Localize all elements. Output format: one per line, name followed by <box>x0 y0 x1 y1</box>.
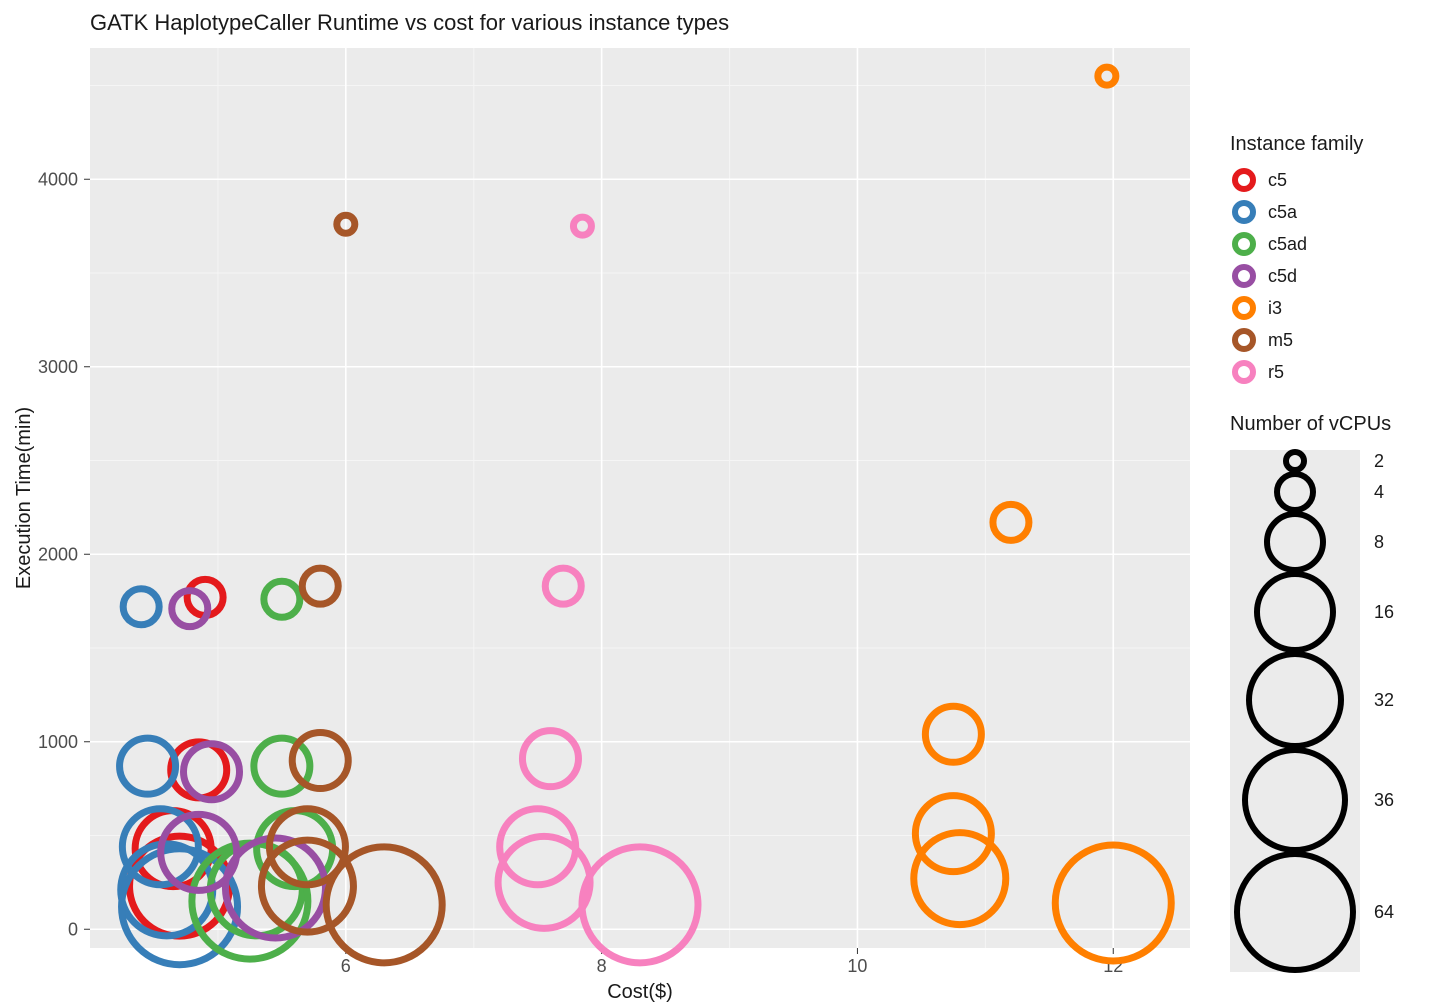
legend-family-label: m5 <box>1268 330 1293 350</box>
ytick-label: 3000 <box>38 357 78 377</box>
legend-family-title: Instance family <box>1230 133 1363 155</box>
plot-panel <box>90 48 1190 948</box>
xtick-label: 10 <box>847 956 867 976</box>
xtick-label: 6 <box>341 956 351 976</box>
legend-size-label: 2 <box>1374 451 1384 471</box>
y-axis-label-group: Execution Time(min) <box>13 407 35 589</box>
legend-size-swatch-bg <box>1230 472 1360 512</box>
legend-size-label: 16 <box>1374 602 1394 622</box>
legend-size-swatch-bg <box>1230 852 1360 972</box>
y-axis-label: Execution Time(min) <box>13 407 35 589</box>
ytick-label: 2000 <box>38 544 78 564</box>
legend-family-label: c5d <box>1268 266 1297 286</box>
ytick-label: 0 <box>68 919 78 939</box>
legend-size-title: Number of vCPUs <box>1230 413 1391 435</box>
x-axis-label: Cost($) <box>607 981 673 1002</box>
legend-size-label: 32 <box>1374 690 1394 710</box>
legend-size-label: 8 <box>1374 532 1384 552</box>
legend-family-label: c5 <box>1268 170 1287 190</box>
legend-family-label: i3 <box>1268 298 1282 318</box>
legend-size-swatch-bg <box>1230 512 1360 572</box>
legend-size-swatch-bg <box>1230 748 1360 852</box>
legend-size-swatch-bg <box>1230 572 1360 652</box>
legend-family-label: r5 <box>1268 362 1284 382</box>
legend-family-label: c5ad <box>1268 234 1307 254</box>
chart-title: GATK HaplotypeCaller Runtime vs cost for… <box>90 10 729 35</box>
legend-family-label: c5a <box>1268 202 1298 222</box>
legend-size-label: 64 <box>1374 902 1394 922</box>
chart-svg: 68101201000200030004000GATK HaplotypeCal… <box>0 0 1432 1002</box>
legend-size-label: 4 <box>1374 482 1384 502</box>
xtick-label: 8 <box>597 956 607 976</box>
chart-root: 68101201000200030004000GATK HaplotypeCal… <box>0 0 1432 1002</box>
legend-size-label: 36 <box>1374 790 1394 810</box>
ytick-label: 1000 <box>38 732 78 752</box>
ytick-label: 4000 <box>38 169 78 189</box>
